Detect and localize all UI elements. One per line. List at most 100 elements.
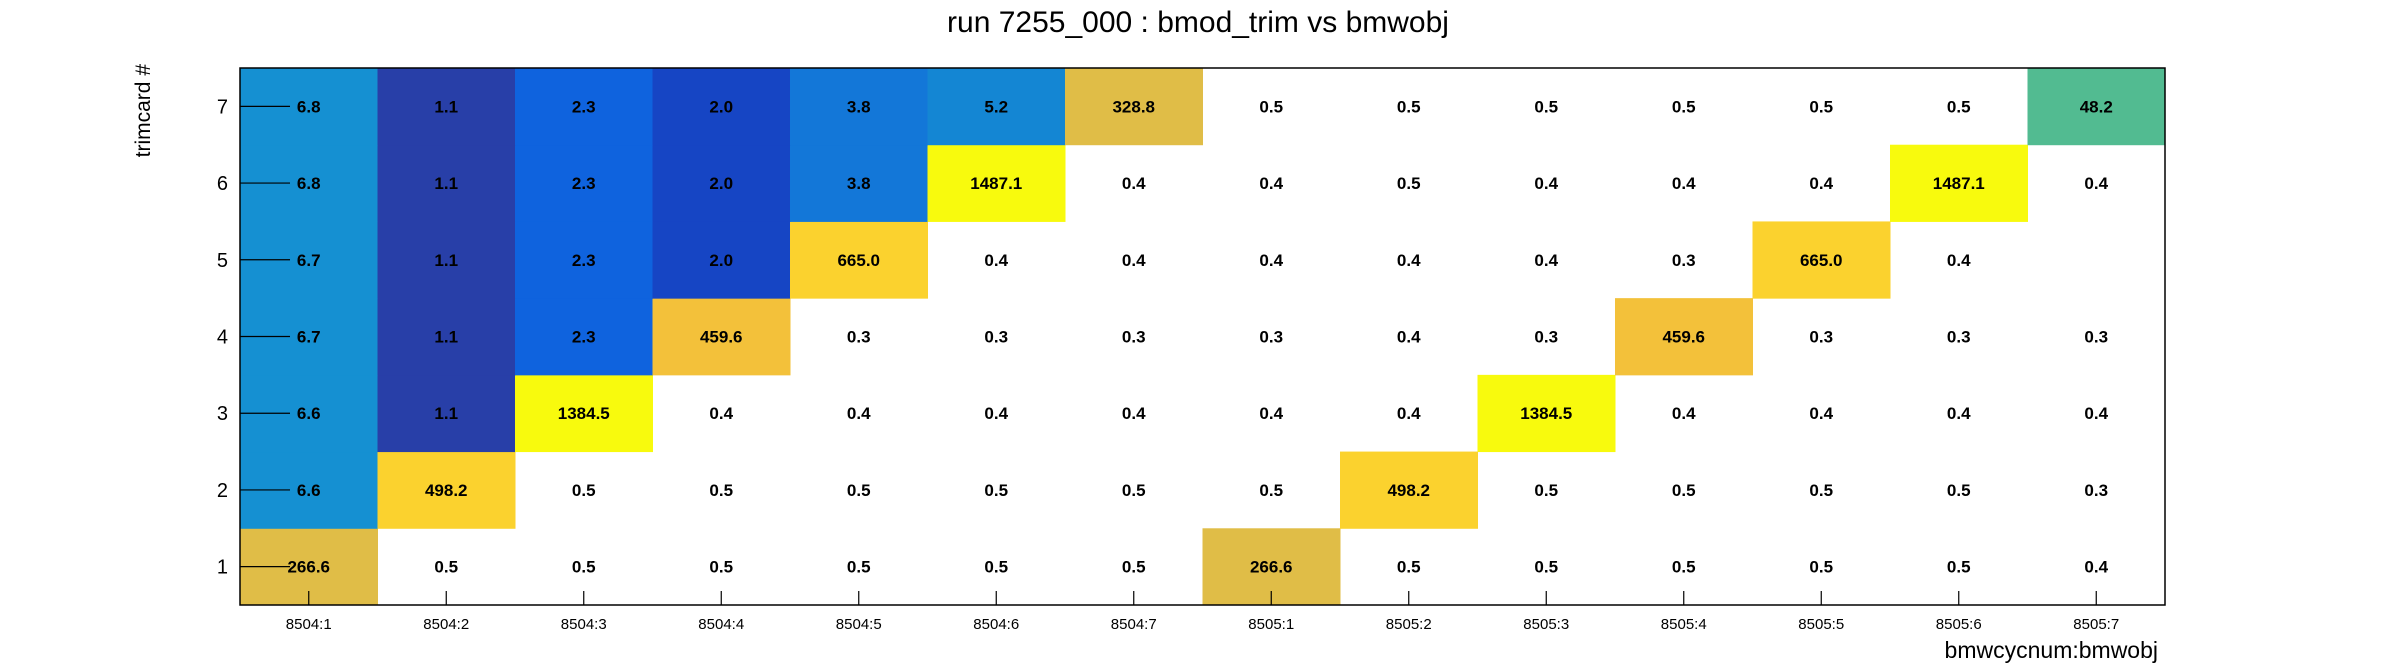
cell-value-label: 0.5 bbox=[1947, 481, 1971, 500]
cell-value-label: 0.4 bbox=[1809, 174, 1833, 193]
cell-value-label: 0.4 bbox=[2084, 174, 2108, 193]
cell-value-label: 459.6 bbox=[700, 328, 743, 347]
axes: 8504:1 8504:2 8504:3 8504:4 8504:5 8504:6 8504… bbox=[217, 96, 2119, 633]
heatmap-cell bbox=[652, 221, 791, 299]
heatmap-cell bbox=[1477, 374, 1616, 453]
heatmap-cell bbox=[377, 221, 516, 299]
cell-value-label: 1.1 bbox=[434, 328, 458, 347]
heatmap-cell bbox=[1340, 451, 1478, 529]
heatmap-cell bbox=[652, 298, 791, 376]
cell-value-label: 0.3 bbox=[1259, 328, 1283, 347]
cell-value-label: 0.4 bbox=[2084, 404, 2108, 423]
cell-value-labels: 266.6 0.5 0.5 0.5 0.5 0.5 0.5 266.6 0.5 0.5 0.5 0.5… bbox=[287, 97, 2112, 576]
cell-value-label: 459.6 bbox=[1662, 328, 1705, 347]
y-tick-label: 5 bbox=[217, 250, 228, 272]
heatmap-cell bbox=[927, 68, 1066, 146]
cell-value-label: 0.5 bbox=[572, 558, 596, 577]
cell-value-label: 0.4 bbox=[1397, 328, 1421, 347]
cell-value-label: 5.2 bbox=[984, 97, 1008, 116]
cell-value-label: 498.2 bbox=[1387, 481, 1430, 500]
cell-value-label: 0.3 bbox=[1947, 328, 1971, 347]
cell-value-label: 0.4 bbox=[1947, 404, 1971, 423]
x-tick-label: 8505:5 bbox=[1798, 616, 1844, 633]
cell-value-label: 0.4 bbox=[1122, 404, 1146, 423]
cell-value-label: 0.4 bbox=[709, 404, 733, 423]
cell-value-label: 0.3 bbox=[2084, 481, 2108, 500]
cell-value-label: 1487.1 bbox=[1933, 174, 1985, 193]
x-tick-label: 8504:6 bbox=[973, 616, 1019, 633]
heatmap-cell bbox=[1065, 68, 1203, 146]
cell-value-label: 0.4 bbox=[1534, 251, 1558, 270]
cell-value-label: 48.2 bbox=[2080, 97, 2113, 116]
cell-value-label: 3.8 bbox=[847, 97, 871, 116]
cell-value-label: 0.4 bbox=[1534, 174, 1558, 193]
heatmap-cell bbox=[377, 68, 516, 146]
cell-value-label: 0.5 bbox=[1672, 481, 1696, 500]
cell-value-label: 6.6 bbox=[297, 481, 321, 500]
cell-value-label: 0.5 bbox=[1809, 558, 1833, 577]
heatmap-cell bbox=[927, 144, 1066, 222]
cell-value-label: 6.6 bbox=[297, 404, 321, 423]
cell-value-label: 0.3 bbox=[984, 328, 1008, 347]
cell-value-label: 0.3 bbox=[847, 328, 871, 347]
cell-value-label: 0.4 bbox=[1809, 404, 1833, 423]
cell-value-label: 0.5 bbox=[847, 481, 871, 500]
cell-value-label: 1.1 bbox=[434, 174, 458, 193]
cell-value-label: 0.5 bbox=[1397, 97, 1421, 116]
cell-value-label: 0.4 bbox=[1397, 404, 1421, 423]
x-tick-label: 8504:4 bbox=[698, 616, 744, 633]
heatmap-cell bbox=[377, 298, 516, 376]
x-tick-label: 8505:4 bbox=[1661, 616, 1707, 633]
cell-value-label: 0.4 bbox=[1122, 251, 1146, 270]
cell-value-label: 1.1 bbox=[434, 404, 458, 423]
cell-value-label: 0.5 bbox=[709, 481, 733, 500]
cell-value-label: 0.5 bbox=[1672, 97, 1696, 116]
cell-value-label: 0.5 bbox=[1809, 481, 1833, 500]
cell-value-label: 6.8 bbox=[297, 174, 321, 193]
heatmap-cell bbox=[790, 221, 928, 299]
cell-value-label: 1.1 bbox=[434, 251, 458, 270]
heatmap-cell bbox=[652, 68, 791, 146]
heatmap-cell bbox=[377, 144, 516, 222]
cell-value-label: 0.3 bbox=[1672, 251, 1696, 270]
cell-value-label: 0.4 bbox=[1259, 404, 1283, 423]
cell-value-label: 0.4 bbox=[984, 251, 1008, 270]
y-tick-label: 3 bbox=[217, 403, 228, 425]
heatmap-cell bbox=[2027, 68, 2166, 146]
x-tick-label: 8504:2 bbox=[423, 616, 469, 633]
cell-value-label: 665.0 bbox=[1800, 251, 1843, 270]
cell-value-label: 0.5 bbox=[1259, 481, 1283, 500]
heatmap-cell bbox=[377, 374, 516, 453]
cell-value-label: 0.3 bbox=[1809, 328, 1833, 347]
cell-value-label: 0.5 bbox=[1122, 481, 1146, 500]
y-tick-label: 7 bbox=[217, 96, 228, 118]
cell-value-label: 0.3 bbox=[1534, 328, 1558, 347]
cell-value-label: 0.5 bbox=[1534, 97, 1558, 116]
heatmap-cell bbox=[377, 451, 516, 529]
x-tick-label: 8505:7 bbox=[2073, 616, 2119, 633]
cell-value-label: 0.5 bbox=[572, 481, 596, 500]
cell-value-label: 2.3 bbox=[572, 328, 596, 347]
y-axis-label: trimcard # bbox=[132, 64, 155, 158]
heatmap-cells bbox=[240, 68, 2166, 606]
cell-value-label: 0.4 bbox=[1672, 404, 1696, 423]
cell-value-label: 2.3 bbox=[572, 174, 596, 193]
x-tick-label: 8505:2 bbox=[1386, 616, 1432, 633]
cell-value-label: 0.5 bbox=[1259, 97, 1283, 116]
cell-value-label: 1384.5 bbox=[1520, 404, 1572, 423]
cell-value-label: 0.3 bbox=[2084, 328, 2108, 347]
x-tick-label: 8505:3 bbox=[1523, 616, 1569, 633]
cell-value-label: 0.5 bbox=[847, 558, 871, 577]
heatmap-cell bbox=[515, 144, 653, 222]
cell-value-label: 0.4 bbox=[984, 404, 1008, 423]
cell-value-label: 0.5 bbox=[1534, 558, 1558, 577]
cell-value-label: 6.7 bbox=[297, 328, 321, 347]
cell-value-label: 6.7 bbox=[297, 251, 321, 270]
cell-value-label: 0.5 bbox=[984, 558, 1008, 577]
heatmap-cell bbox=[515, 374, 653, 453]
x-tick-label: 8504:3 bbox=[561, 616, 607, 633]
y-tick-label: 1 bbox=[217, 557, 228, 579]
y-tick-label: 2 bbox=[217, 480, 228, 502]
y-tick-label: 4 bbox=[217, 327, 228, 349]
